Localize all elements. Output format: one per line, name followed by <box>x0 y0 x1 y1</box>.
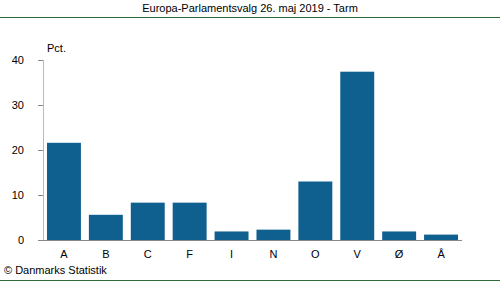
x-tick-label: O <box>311 248 320 260</box>
x-axis <box>43 240 462 241</box>
header-rule <box>0 17 500 18</box>
bars <box>47 72 458 240</box>
y-tick <box>38 195 43 196</box>
footer-rule <box>0 280 500 281</box>
y-tick-label: 10 <box>12 189 24 201</box>
x-tick-label: C <box>144 248 152 260</box>
title: Europa-Parlamentsvalg 26. maj 2019 - Tar… <box>142 2 358 14</box>
bar <box>382 231 416 240</box>
x-tick-label: V <box>354 248 362 260</box>
x-tick-label: Ø <box>395 248 404 260</box>
y-tick <box>38 105 43 106</box>
x-tick-label: A <box>60 248 68 260</box>
y-tick-label: 20 <box>12 144 24 156</box>
x-tick-label: B <box>102 248 109 260</box>
y-tick-label: 40 <box>12 54 24 66</box>
bar <box>173 203 207 240</box>
bar <box>131 203 165 240</box>
bar <box>215 231 249 240</box>
y-tick-label: 30 <box>12 99 24 111</box>
source: © Danmarks Statistik <box>4 264 107 276</box>
x-tick-label: Å <box>437 248 445 260</box>
y-tick <box>38 60 43 61</box>
bar <box>89 215 123 240</box>
y-axis <box>43 60 44 240</box>
x-tick-label: I <box>230 248 233 260</box>
x-tick-label: N <box>269 248 277 260</box>
bar <box>340 72 374 240</box>
y-tick-label: 0 <box>18 234 24 246</box>
y-axis-label: Pct. <box>47 42 66 54</box>
x-tick-label: F <box>186 248 193 260</box>
chart-container: Europa-Parlamentsvalg 26. maj 2019 - Tar… <box>0 0 500 282</box>
y-tick <box>38 240 43 241</box>
bar <box>298 182 332 241</box>
bar <box>47 143 81 240</box>
bar <box>424 235 458 240</box>
chart: Europa-Parlamentsvalg 26. maj 2019 - Tar… <box>0 0 500 282</box>
bar <box>256 230 290 240</box>
y-tick <box>38 150 43 151</box>
